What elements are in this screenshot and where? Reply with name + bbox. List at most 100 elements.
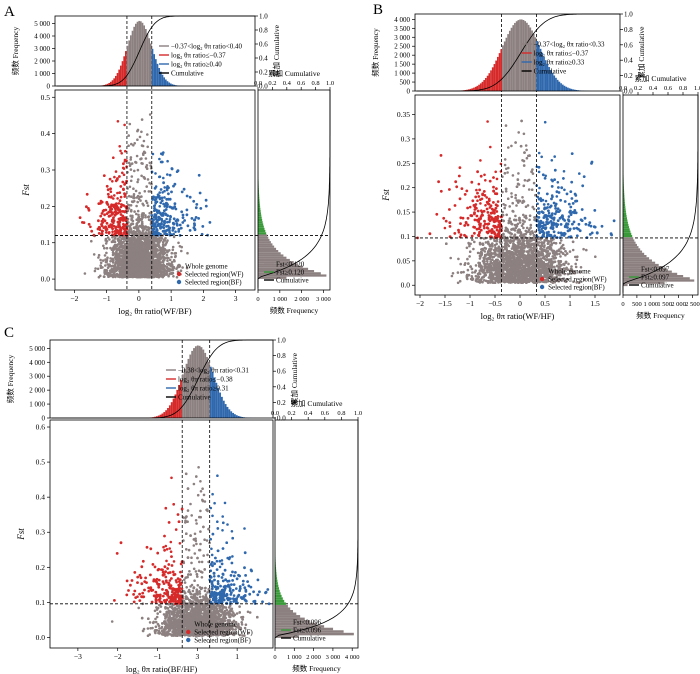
scatter-point (133, 226, 137, 230)
scatter-point (127, 161, 131, 165)
legend-label: Selected region(BF) (185, 279, 242, 287)
scatter-point (165, 262, 169, 266)
scatter-point (123, 123, 126, 127)
scatter-point (177, 241, 180, 245)
histogram-bar (163, 77, 165, 86)
scatter-point-selected (118, 225, 122, 229)
scatter-point-selected (180, 210, 184, 214)
scatter-point (145, 201, 149, 205)
top-hist-tick-label: 2 000 (34, 58, 50, 66)
scatter-point (136, 180, 139, 184)
scatter-point-selected (165, 188, 169, 192)
scatter-point (128, 239, 132, 243)
scatter-point-selected (154, 197, 158, 201)
scatter-point (103, 246, 106, 250)
scatter-point-selected (181, 216, 185, 220)
x-tick-label: 0 (137, 294, 141, 303)
scatter-point (109, 260, 112, 263)
scatter-point (156, 249, 160, 252)
histogram-bar (258, 250, 279, 253)
scatter-point (139, 232, 142, 235)
scatter-point (105, 251, 108, 255)
scatter-point (165, 253, 169, 257)
scatter-point (151, 152, 155, 156)
scatter-point (123, 274, 127, 278)
scatter-point (142, 274, 145, 278)
scatter-point-selected (105, 212, 109, 216)
scatter-point (137, 220, 141, 223)
scatter-point (112, 156, 115, 159)
scatter-point (146, 178, 150, 181)
scatter-point (477, 182, 481, 186)
scatter-point (158, 261, 162, 264)
histogram-bar (143, 25, 145, 87)
scatter-point (117, 248, 120, 251)
histogram-bar (258, 236, 269, 239)
scatter-point (102, 244, 105, 248)
scatter-point-selected (198, 191, 202, 195)
histogram-bar (146, 33, 149, 86)
scatter-point (119, 205, 123, 209)
scatter-point (152, 263, 155, 267)
scatter-point-selected (194, 206, 198, 210)
scatter-point (504, 124, 508, 127)
scatter-point (530, 188, 534, 191)
scatter-point (139, 225, 143, 228)
scatter-point (122, 264, 126, 267)
scatter-point (558, 252, 561, 256)
scatter-point (121, 275, 125, 279)
scatter-point (120, 152, 123, 155)
histogram-bar (123, 56, 125, 86)
scatter-point (142, 225, 145, 228)
scatter-point (143, 240, 147, 244)
scatter-point (494, 170, 498, 174)
scatter-point (112, 197, 115, 200)
legend-marker (176, 271, 182, 277)
right-hist-tick-label: 1 000 (273, 296, 288, 303)
legend-label: log₂ θπ ratio≥0.40 (171, 61, 222, 69)
scatter-point-selected (116, 208, 120, 212)
scatter-point (457, 257, 460, 261)
scatter-point (153, 267, 156, 271)
scatter-point (149, 262, 152, 265)
scatter-point (129, 179, 133, 183)
scatter-point (146, 241, 150, 245)
scatter-point-selected (123, 183, 126, 186)
scatter-point-selected (105, 231, 108, 234)
histogram-bar (128, 40, 130, 86)
scatter-point (492, 255, 496, 259)
scatter-point-selected (96, 227, 100, 231)
scatter-point (163, 251, 167, 255)
scatter-point (121, 258, 124, 261)
histogram-bar (120, 65, 122, 86)
scatter-point-selected (167, 192, 170, 196)
scatter-point (124, 261, 127, 265)
scatter-point-selected (97, 219, 100, 223)
scatter-point-selected (190, 217, 194, 220)
scatter-point (167, 256, 170, 260)
scatter-point (550, 159, 554, 162)
scatter-point (92, 253, 96, 256)
scatter-point (543, 244, 546, 247)
scatter-point (103, 254, 107, 257)
scatter-point-selected (103, 213, 106, 217)
scatter-point-selected (120, 217, 124, 221)
scatter-point (517, 131, 520, 134)
scatter-point-selected (159, 226, 162, 230)
scatter-point-selected (90, 229, 94, 233)
scatter-point (145, 185, 148, 188)
scatter-point (180, 249, 183, 253)
scatter-point (120, 263, 123, 266)
scatter-point (89, 225, 92, 229)
x-tick-label: 1 (169, 294, 173, 303)
scatter-point (483, 173, 486, 177)
scatter-point-selected (179, 226, 183, 230)
scatter-point (546, 242, 550, 245)
scatter-point (161, 243, 165, 246)
right-cum-label: 累加 Cumulative (268, 68, 321, 78)
scatter-point-selected (172, 222, 176, 226)
scatter-point (144, 231, 147, 234)
scatter-point (484, 179, 487, 182)
scatter-point (118, 235, 122, 239)
